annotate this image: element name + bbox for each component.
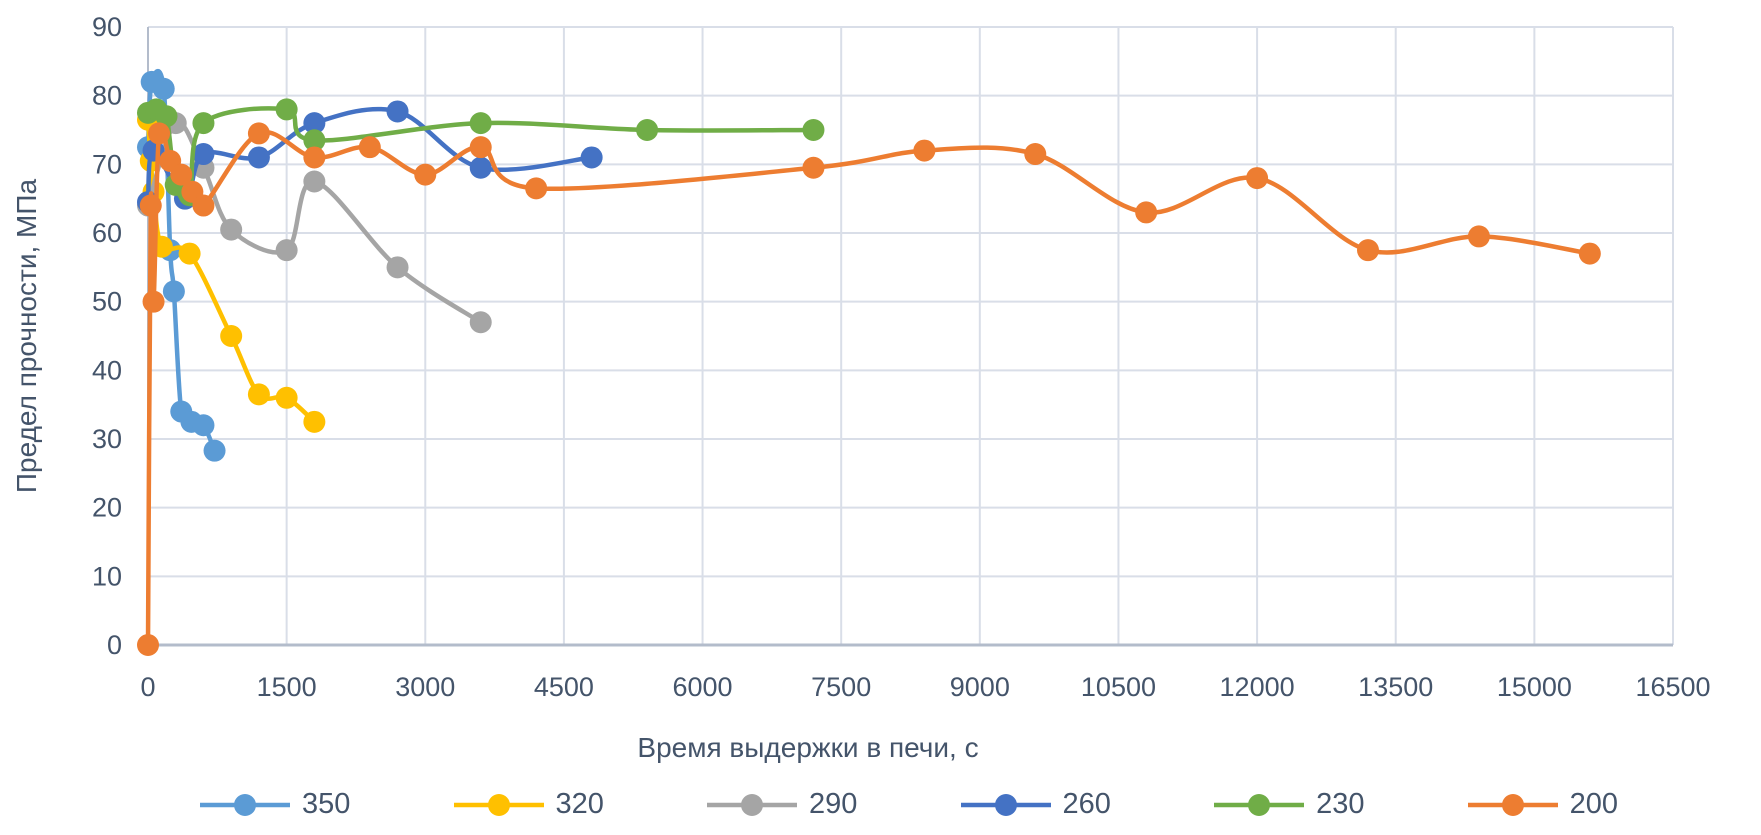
- legend-item-230: 230: [1214, 788, 1364, 821]
- x-tick-label-10500: 10500: [1081, 672, 1156, 702]
- data-point-230-2: [155, 105, 178, 128]
- legend-label: 260: [1062, 788, 1111, 820]
- y-tick-label-10: 10: [92, 561, 122, 591]
- series-layer: [137, 68, 1601, 656]
- data-point-200-11: [414, 163, 437, 186]
- legend-label: 350: [302, 788, 351, 820]
- data-point-260-4: [247, 146, 270, 169]
- x-tick-label-9000: 9000: [950, 672, 1010, 702]
- data-point-200-8: [247, 122, 270, 145]
- legend-label: 230: [1316, 788, 1365, 820]
- data-point-200-18: [1246, 167, 1269, 190]
- data-point-320-7: [275, 386, 298, 409]
- x-tick-label-4500: 4500: [534, 672, 594, 702]
- legend-item-290: 290: [707, 788, 857, 821]
- x-tick-label-3000: 3000: [395, 672, 455, 702]
- y-tick-label-80: 80: [92, 81, 122, 111]
- legend-marker-icon: [1214, 793, 1305, 816]
- y-tick-label-70: 70: [92, 149, 122, 179]
- data-point-290-5: [303, 170, 326, 193]
- data-point-350-2: [152, 77, 175, 100]
- data-point-200-15: [913, 139, 936, 162]
- x-tick-label-13500: 13500: [1358, 672, 1433, 702]
- x-tick-label-16500: 16500: [1635, 672, 1710, 702]
- gridlines: [148, 26, 1674, 645]
- data-point-260-7: [469, 156, 492, 179]
- x-tick-label-0: 0: [140, 672, 155, 702]
- tick-labels: 0 10 20 30 40 50 60 70 80 90 0 1500 3000 4500 6000 7500…: [92, 12, 1711, 702]
- legend-label: 290: [809, 788, 858, 820]
- data-point-200-3: [148, 122, 171, 145]
- data-point-200-5: [170, 163, 193, 186]
- data-point-200-0: [137, 634, 159, 656]
- data-point-230-6: [275, 98, 298, 121]
- data-point-260-8: [580, 146, 603, 169]
- data-point-230-7: [303, 129, 326, 152]
- series-200: [137, 122, 1601, 656]
- data-point-200-16: [1024, 143, 1047, 166]
- x-tick-label-1500: 1500: [257, 672, 317, 702]
- x-axis-title: Время выдержки в печи, с: [637, 732, 978, 763]
- y-axis-title: Предел прочности, МПа: [11, 179, 42, 494]
- data-point-320-4: [178, 242, 201, 265]
- data-point-260-3: [192, 143, 215, 166]
- data-point-200-14: [802, 156, 825, 179]
- x-tick-label-7500: 7500: [811, 672, 871, 702]
- legend-marker-icon: [200, 793, 290, 816]
- legend-marker-icon: [453, 793, 544, 816]
- x-tick-label-12000: 12000: [1220, 672, 1295, 702]
- data-point-200-10: [358, 136, 381, 159]
- y-tick-label-20: 20: [92, 493, 122, 523]
- y-tick-label-0: 0: [107, 630, 122, 660]
- data-point-200-7: [192, 194, 215, 217]
- legend-item-320: 320: [453, 788, 604, 821]
- data-point-290-6: [386, 256, 409, 279]
- legend-label: 200: [1569, 788, 1618, 820]
- chart-legend: 350 320 290 260 230 200: [200, 788, 1618, 821]
- legend-marker-icon: [960, 793, 1051, 816]
- data-point-350-7: [192, 414, 215, 437]
- data-point-200-12: [469, 136, 492, 159]
- y-tick-label-40: 40: [92, 355, 122, 385]
- data-point-290-4: [275, 239, 298, 262]
- data-point-230-8: [469, 112, 492, 135]
- series-line-200: [145, 124, 1593, 648]
- y-tick-label-50: 50: [92, 287, 122, 317]
- legend-label: 320: [555, 788, 604, 820]
- data-point-200-20: [1467, 225, 1490, 248]
- data-point-260-5: [303, 112, 326, 135]
- legend-item-350: 350: [200, 788, 350, 821]
- y-tick-label-30: 30: [92, 424, 122, 454]
- y-tick-label-90: 90: [92, 12, 122, 42]
- data-point-290-7: [469, 311, 492, 334]
- data-point-320-5: [220, 325, 243, 347]
- chart-canvas: 0 10 20 30 40 50 60 70 80 90 0 1500 3000 4500 6000 7500…: [11, 12, 1711, 763]
- legend-marker-icon: [707, 793, 798, 816]
- x-tick-label-6000: 6000: [673, 672, 733, 702]
- data-point-230-9: [636, 119, 659, 141]
- data-point-200-9: [303, 146, 326, 169]
- data-point-290-3: [220, 218, 243, 241]
- data-point-200-21: [1578, 242, 1601, 265]
- legend-item-260: 260: [960, 788, 1111, 821]
- axes: [147, 27, 1673, 647]
- data-point-350-8: [203, 439, 226, 462]
- data-point-200-1: [139, 194, 162, 217]
- y-tick-label-60: 60: [92, 218, 122, 248]
- data-point-200-17: [1135, 201, 1158, 224]
- data-point-230-5: [192, 112, 215, 135]
- legend-item-200: 200: [1467, 788, 1618, 821]
- data-point-200-2: [142, 290, 165, 313]
- data-point-320-6: [247, 383, 270, 406]
- x-tick-label-15000: 15000: [1497, 672, 1572, 702]
- data-point-320-8: [303, 410, 326, 433]
- data-point-200-19: [1357, 239, 1379, 262]
- data-point-230-10: [802, 119, 825, 141]
- data-point-260-6: [386, 100, 409, 123]
- data-point-350-4: [162, 280, 185, 303]
- data-point-200-13: [525, 177, 548, 200]
- legend-marker-icon: [1467, 793, 1558, 816]
- series-230: [137, 98, 825, 207]
